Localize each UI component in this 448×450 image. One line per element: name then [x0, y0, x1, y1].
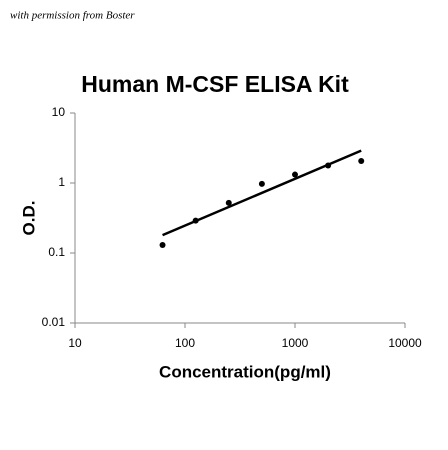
- y-tick-label: 0.1: [48, 245, 65, 259]
- x-tick-label: 10000: [388, 336, 422, 350]
- note: with permission from Boster: [10, 10, 135, 22]
- data-point: [325, 162, 332, 169]
- y-tick-label: 1: [58, 175, 65, 189]
- y-axis-title: O.D.: [19, 201, 38, 236]
- data-point: [192, 217, 199, 224]
- x-tick-label: 1000: [282, 336, 309, 350]
- x-tick-label: 10: [68, 336, 82, 350]
- data-point: [258, 180, 265, 187]
- data-point: [225, 199, 232, 206]
- y-tick-label: 0.01: [42, 315, 66, 329]
- data-point: [292, 171, 298, 178]
- x-axis-title: Concentration(pg/ml): [159, 362, 331, 381]
- y-tick-label: 10: [52, 105, 66, 119]
- data-point: [358, 158, 365, 165]
- x-tick-label: 100: [175, 336, 195, 350]
- data-point: [159, 242, 166, 249]
- chart-title: Human M-CSF ELISA Kit: [81, 71, 349, 97]
